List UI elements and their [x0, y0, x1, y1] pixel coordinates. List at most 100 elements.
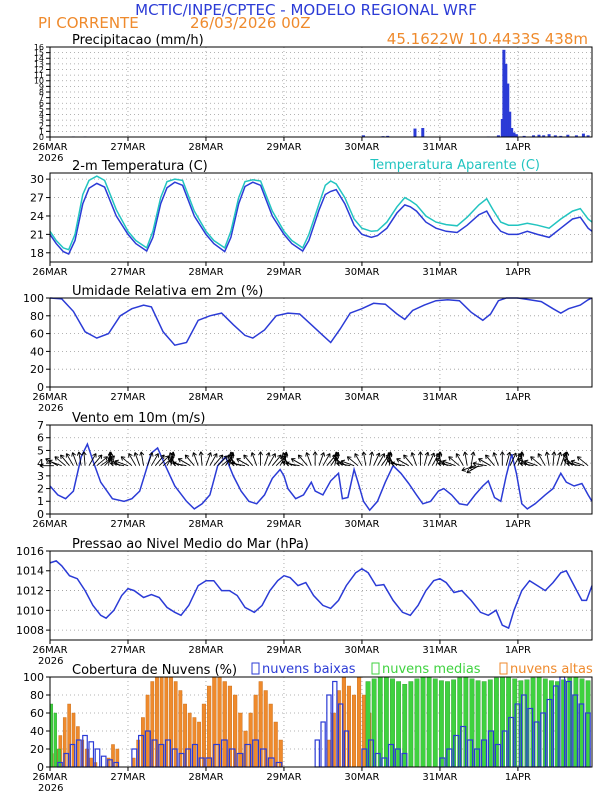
wind-arrow-head	[223, 455, 229, 460]
x-tick-label: 31MAR	[422, 142, 457, 153]
wind-arrow-head	[492, 452, 498, 457]
wind-arrow-head	[192, 452, 197, 457]
legend-swatch	[371, 662, 380, 675]
wind-arrow	[411, 452, 417, 466]
wind-arrow	[209, 453, 218, 466]
wind-arrow-head	[354, 453, 359, 458]
wind-arrow	[88, 453, 97, 466]
wind-arrow-head	[107, 458, 113, 463]
x-tick-label: 28MAR	[188, 142, 223, 153]
wind-arrow-head	[563, 458, 568, 464]
y-tick-label: 3	[37, 470, 44, 483]
wind-arrow-head	[466, 468, 471, 474]
panel-frame	[49, 297, 593, 388]
cloud-bar-baixas	[100, 755, 107, 768]
wind-arrow	[291, 458, 304, 467]
wind-arrow-head	[312, 451, 318, 456]
wind-arrow-head	[570, 459, 576, 465]
cloud-bar-medias	[420, 676, 426, 768]
precip-bar	[522, 135, 526, 137]
wind-arrow-head	[436, 453, 441, 458]
legend-label: nuvens baixas	[262, 662, 356, 677]
wind-arrow	[271, 454, 282, 466]
x-tick-label: 28MAR	[188, 392, 223, 403]
y-tick-label: 100	[23, 292, 44, 305]
wind-arrow-head	[385, 456, 391, 461]
x-tick-label: 31MAR	[422, 392, 457, 403]
wind-arrow	[390, 462, 405, 467]
y-tick-label: 6	[39, 99, 44, 108]
wind-arrow	[427, 452, 435, 466]
cloud-bar-altas	[238, 712, 243, 768]
wind-arrow-head	[485, 454, 490, 460]
y-tick-label: 18	[30, 247, 44, 260]
wind-arrow-head	[177, 458, 183, 463]
x-tick-label: 28MAR	[188, 267, 223, 278]
wind-arrow	[472, 462, 487, 467]
wind-arrow	[150, 453, 159, 466]
wind-arrow	[556, 452, 561, 466]
header: MCTIC/INPE/CPTEC - MODELO REGIONAL WRF P…	[38, 1, 588, 48]
wind-arrow-head	[198, 451, 204, 456]
y-tick-label: 60	[30, 328, 44, 341]
wind-arrow	[377, 453, 385, 466]
x-tick-label: 30MAR	[344, 645, 379, 656]
x-tick-label: 26MAR	[32, 519, 67, 530]
wind-arrow-head	[340, 459, 346, 465]
y-tick-label: 20	[30, 363, 44, 376]
wind-arrow	[505, 452, 511, 466]
y-tick-label: 6	[37, 432, 44, 445]
wind-arrow-head	[518, 453, 523, 458]
wind-arrow-head	[120, 456, 126, 461]
wind-arrow	[524, 460, 538, 467]
wind-arrow	[192, 452, 199, 466]
wind-arrow-head	[576, 456, 582, 461]
wind-arrow-head	[346, 456, 352, 461]
cloud-bar-medias	[432, 678, 438, 768]
x-tick-label: 29MAR	[266, 645, 301, 656]
y-tick-label: 60	[30, 707, 44, 720]
x-tick-label: 28MAR	[188, 645, 223, 656]
wind-arrow	[566, 462, 581, 467]
header-coords: 45.1622W 10.4433S 438m	[387, 30, 588, 48]
wind-arrow	[60, 454, 70, 466]
wind-arrow-head	[478, 458, 483, 463]
precip-bar	[581, 133, 585, 137]
wind-arrow	[347, 456, 359, 467]
wind-arrow-head	[305, 452, 310, 457]
y-tick-label: 15	[34, 49, 44, 58]
wind-arrow-head	[160, 454, 165, 460]
legend-apparent-temp: Temperatura Aparente (C)	[369, 158, 540, 173]
panel-title: Cobertura de Nuvens (%)	[72, 663, 237, 678]
wind-arrow	[251, 452, 258, 466]
wind-arrow-head	[207, 452, 212, 457]
wind-arrow	[318, 452, 325, 466]
wind-arrow-head	[468, 465, 474, 470]
y-tick-label: 100	[23, 671, 44, 684]
wind-arrow-head	[461, 467, 466, 472]
wind-arrow	[110, 462, 125, 467]
wind-arrow-head	[71, 452, 76, 457]
panel-slp: 1008 1010 1012 1014 1016 26MAR 27MAR 28MAR 29MAR…	[16, 537, 593, 667]
y-tick-label: 7	[37, 419, 44, 432]
x-tick-label: 27MAR	[110, 142, 145, 153]
wind-arrow	[478, 458, 491, 467]
wind-arrow	[423, 452, 429, 466]
wind-arrow-head	[410, 452, 416, 457]
wind-arrow-head	[45, 458, 50, 463]
wind-arrow	[381, 453, 390, 466]
y-tick-label: 20	[30, 743, 44, 756]
wind-arrow-head	[448, 456, 453, 461]
wind-arrow-head	[230, 461, 236, 467]
legend-label: nuvens medias	[382, 662, 481, 677]
wind-arrow-head	[285, 461, 290, 467]
precip-bar	[502, 49, 506, 137]
precip-bar	[547, 134, 551, 137]
wind-arrow	[54, 456, 66, 467]
wind-arrow-head	[320, 452, 326, 457]
wind-arrow-head	[563, 454, 568, 460]
x-tick-label: 31MAR	[422, 519, 457, 530]
x-tick-label: 31MAR	[422, 645, 457, 656]
